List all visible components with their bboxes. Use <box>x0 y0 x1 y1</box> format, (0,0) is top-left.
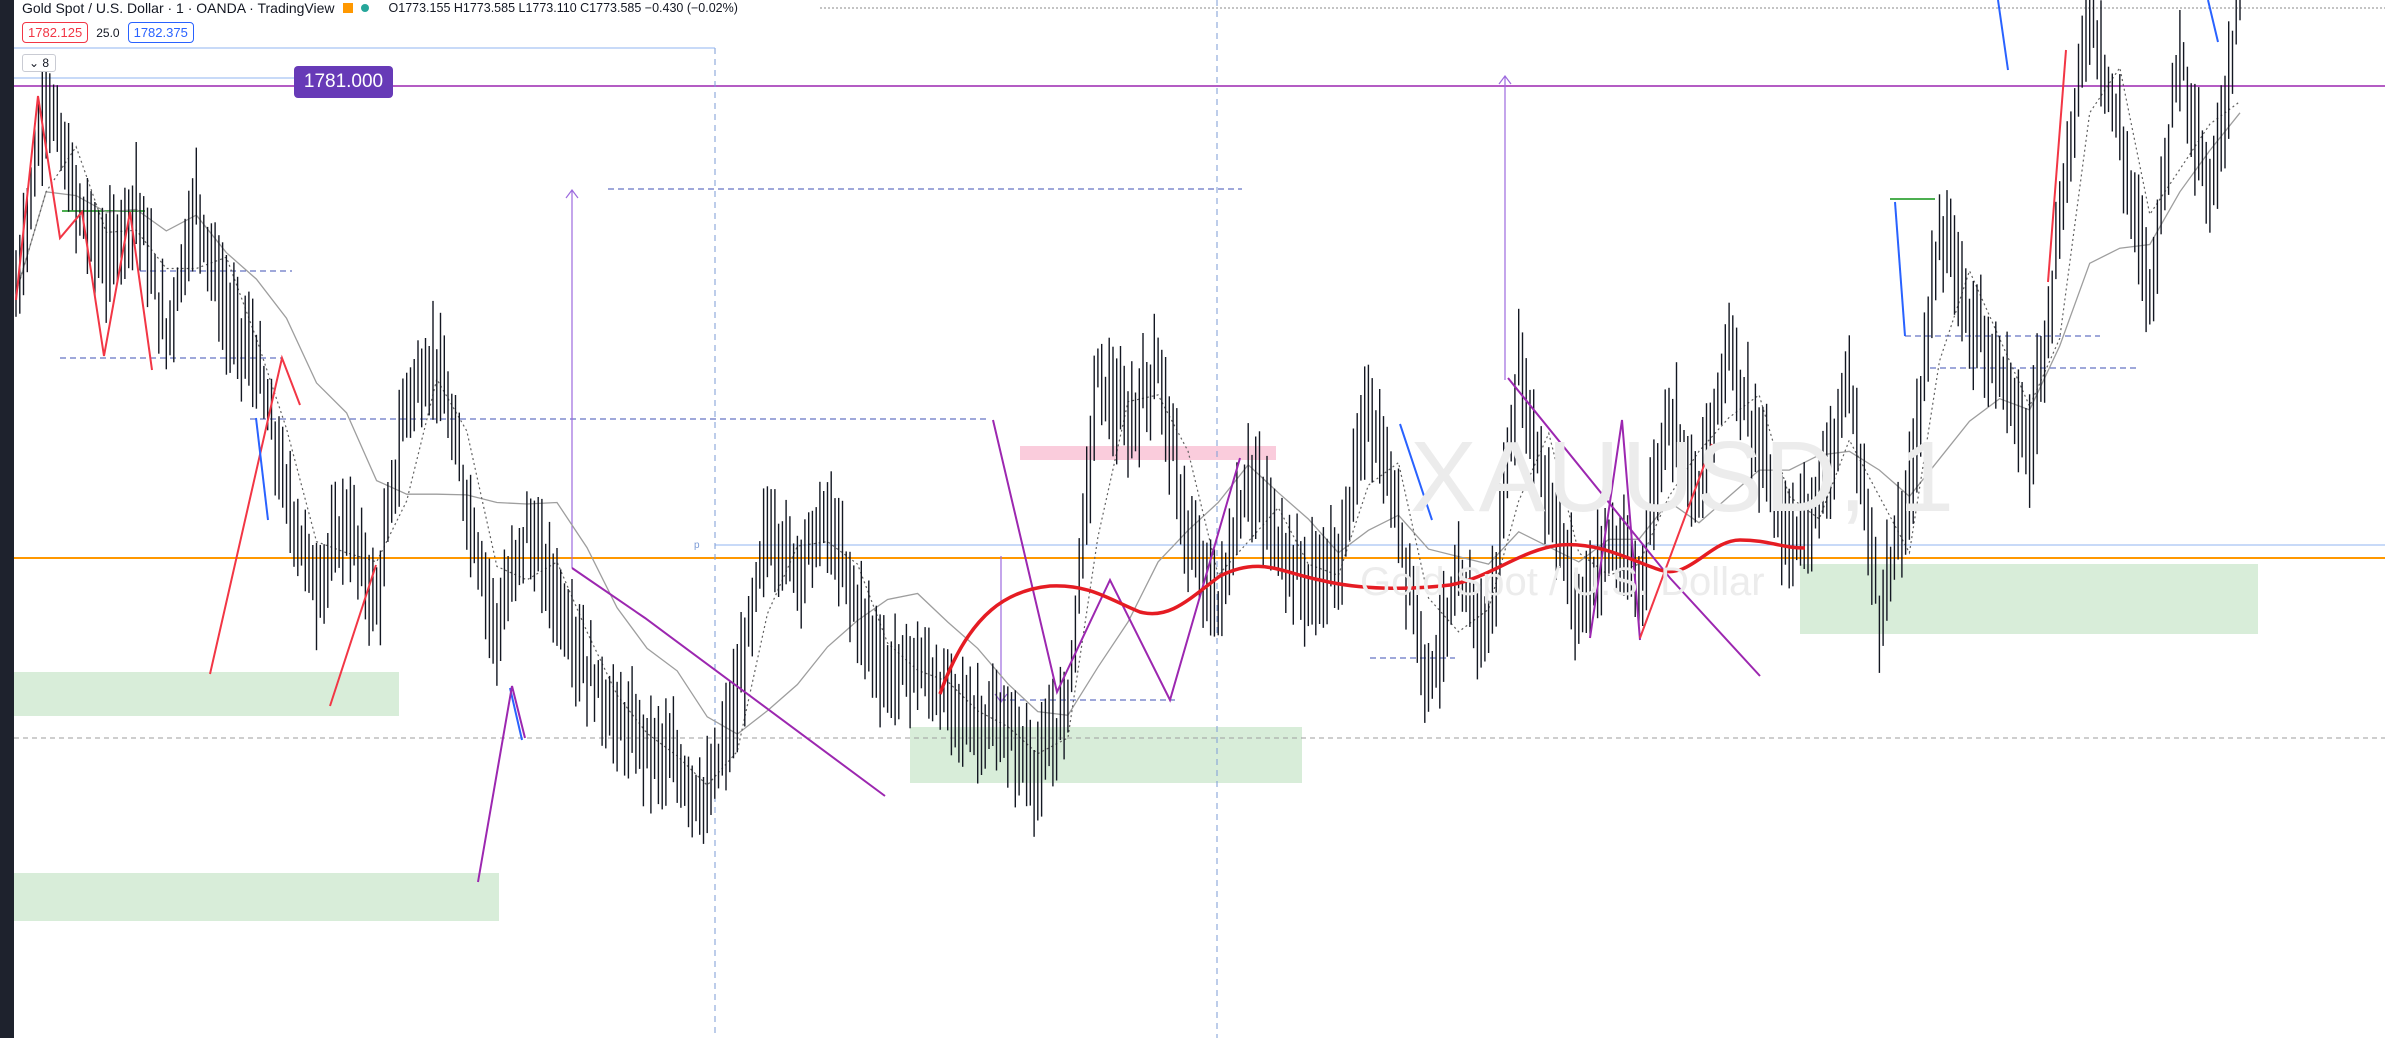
ma-long-line <box>15 112 2241 735</box>
demand-zone <box>14 672 399 716</box>
ask-button[interactable]: 1782.375 <box>127 22 194 43</box>
symbol-title[interactable]: Gold Spot / U.S. Dollar · 1 · OANDA · Tr… <box>22 0 335 16</box>
chevron-down-icon: ⌄ <box>29 56 40 70</box>
measure-arrows <box>565 75 1512 703</box>
bid-button[interactable]: 1782.125 <box>22 22 89 43</box>
demand-zone <box>910 727 1302 783</box>
level-tag: p <box>694 540 700 551</box>
smoothed-red-line <box>938 538 1806 695</box>
zigzag-lines <box>15 0 2219 883</box>
symbol-watermark: XAUUSD, 1 <box>1410 421 1956 533</box>
ohlc-values: O1773.155 H1773.585 L1773.110 C1773.585 … <box>388 1 738 15</box>
left-toolbar-strip <box>0 0 14 1038</box>
spread-value: 25.0 <box>96 25 120 40</box>
description-watermark: Gold Spot / U.S. Dollar <box>1360 560 1765 604</box>
chart-header: Gold Spot / U.S. Dollar · 1 · OANDA · Tr… <box>22 0 738 16</box>
zones <box>14 446 2258 921</box>
price-label[interactable]: 1781.000 <box>294 66 393 98</box>
market-status-icon <box>360 4 369 12</box>
supply-zone <box>1020 446 1276 460</box>
flag-icon[interactable] <box>342 3 353 13</box>
demand-zone <box>14 873 499 921</box>
indicators-count: 8 <box>42 56 50 70</box>
candles <box>15 0 2241 844</box>
indicators-toggle[interactable]: ⌄ 8 <box>22 54 57 72</box>
demand-zone <box>1800 564 2258 634</box>
quote-row: 1782.125 25.0 1782.375 <box>22 22 194 43</box>
